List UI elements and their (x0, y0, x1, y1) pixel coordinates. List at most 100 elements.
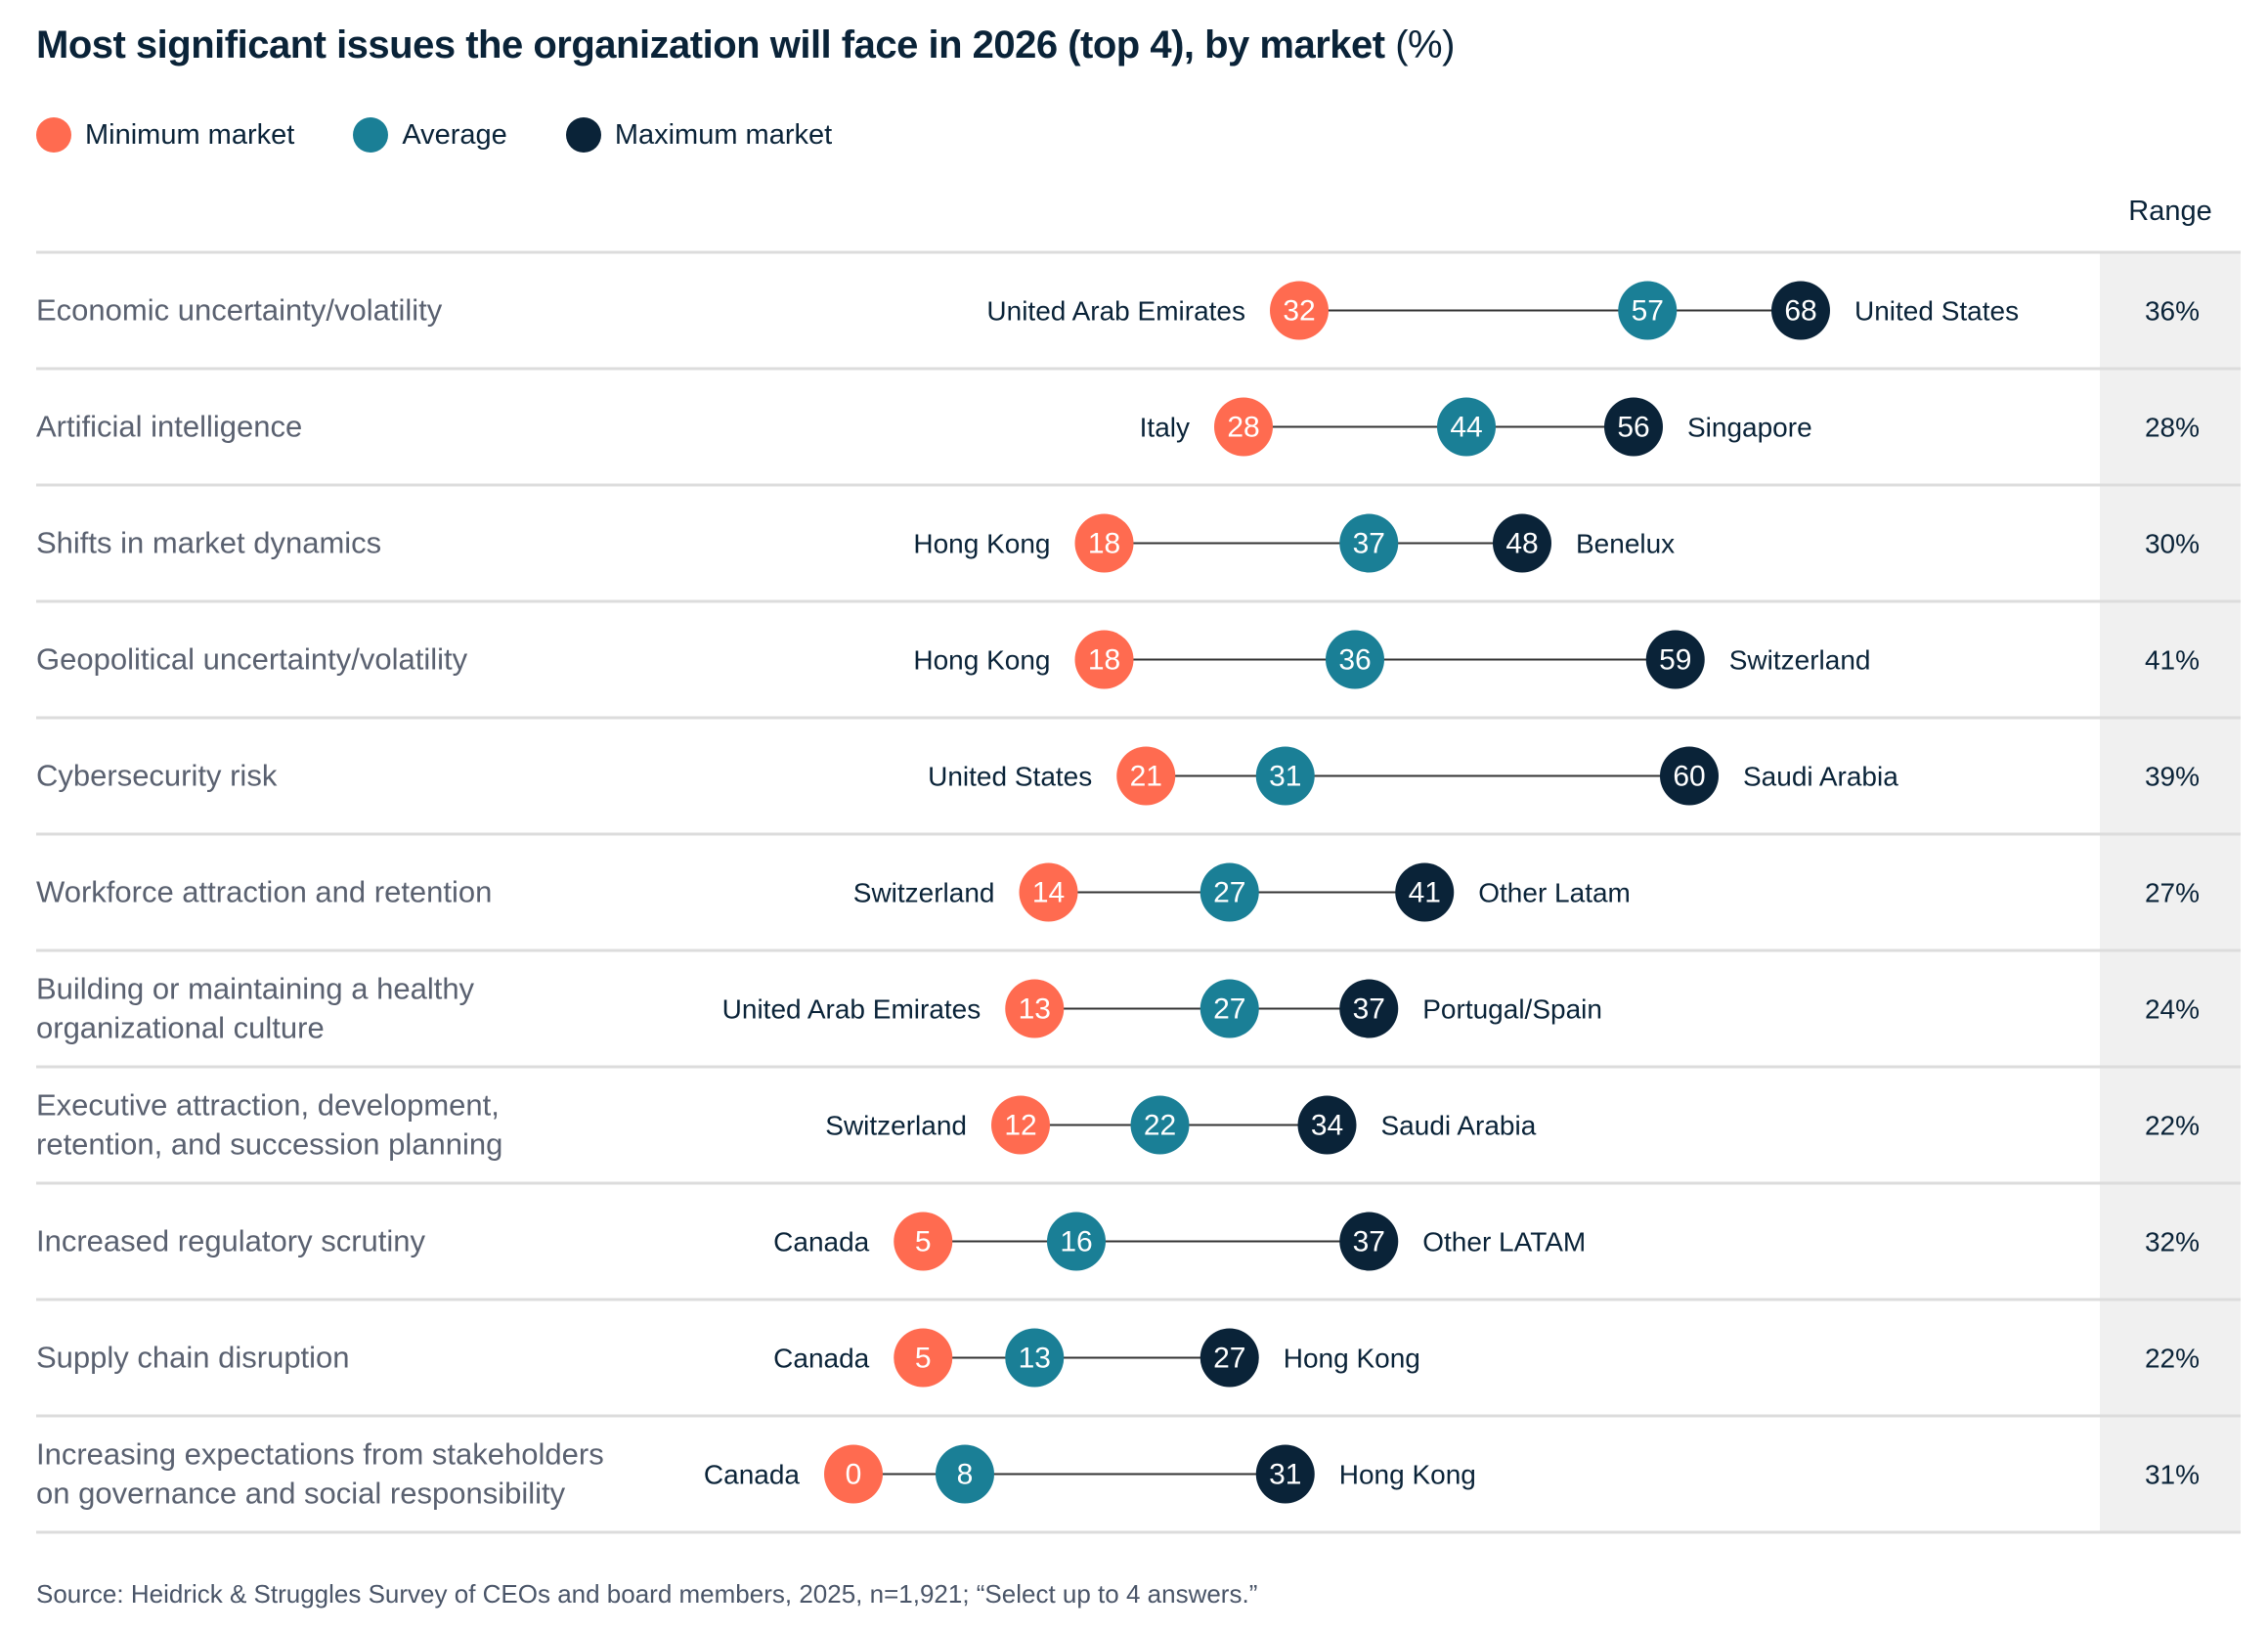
average-dot-label: 36 (1338, 644, 1371, 677)
legend-label: Minimum market (85, 118, 295, 151)
min-market-label: Canada (704, 1460, 801, 1490)
min-market-label: Canada (773, 1344, 870, 1374)
min-dot (1019, 862, 1078, 922)
range-value: 27% (2145, 878, 2200, 908)
max-market-label: Other Latam (1478, 878, 1631, 908)
issue-label: organizational culture (36, 1011, 325, 1045)
average-dot-label: 16 (1060, 1226, 1092, 1258)
min-dot-label: 13 (1019, 993, 1051, 1026)
max-dot-label: 56 (1617, 412, 1649, 444)
range-value: 31% (2145, 1460, 2200, 1490)
range-value: 22% (2145, 1111, 2200, 1141)
average-dot-label: 27 (1213, 993, 1245, 1026)
max-dot (1339, 979, 1399, 1038)
max-market-label: Hong Kong (1339, 1460, 1476, 1490)
max-dot-label: 27 (1213, 1343, 1245, 1375)
min-dot-label: 5 (915, 1226, 932, 1258)
chart-title: Most significant issues the organization… (36, 23, 1455, 67)
average-dot-label: 22 (1144, 1110, 1176, 1142)
source-note: Source: Heidrick & Struggles Survey of C… (36, 1579, 1258, 1609)
max-market-label: Switzerland (1729, 645, 1871, 676)
min-market-label: Canada (773, 1227, 870, 1257)
average-dot (1199, 862, 1259, 922)
min-dot-label: 0 (846, 1459, 862, 1491)
range-column-background (2100, 252, 2241, 1532)
max-market-label: Benelux (1576, 529, 1675, 559)
average-dot-label: 31 (1269, 761, 1301, 793)
legend-dot-icon (353, 117, 389, 153)
min-market-label: Italy (1140, 413, 1190, 443)
max-dot (1339, 1212, 1399, 1271)
min-dot-label: 21 (1130, 761, 1162, 793)
issue-label: retention, and succession planning (36, 1127, 502, 1162)
min-dot-label: 5 (915, 1343, 932, 1375)
min-market-label: Hong Kong (913, 645, 1050, 676)
max-dot (1255, 1444, 1315, 1504)
min-dot (1074, 630, 1134, 689)
min-market-label: United States (928, 762, 1092, 792)
average-dot (1326, 630, 1384, 689)
max-dot (1297, 1095, 1357, 1155)
average-dot-label: 37 (1353, 528, 1385, 560)
min-dot (1270, 281, 1329, 340)
issue-label: on governance and social responsibility (36, 1477, 566, 1511)
min-market-label: Switzerland (825, 1111, 967, 1141)
max-dot-label: 34 (1311, 1110, 1343, 1142)
max-market-label: Saudi Arabia (1381, 1111, 1537, 1141)
max-dot (1199, 1328, 1259, 1388)
min-dot-label: 18 (1088, 644, 1120, 677)
legend-dot-icon (565, 117, 601, 153)
min-dot-label: 14 (1032, 877, 1065, 909)
title-text: Most significant issues the organization… (36, 23, 1385, 66)
max-dot-label: 59 (1659, 644, 1691, 677)
average-dot (1005, 1328, 1065, 1388)
issue-label: Cybersecurity risk (36, 759, 278, 793)
average-dot (1199, 979, 1259, 1038)
title-unit: (%) (1395, 23, 1455, 66)
max-dot-label: 37 (1353, 993, 1385, 1026)
min-dot (991, 1095, 1050, 1155)
max-dot (1771, 281, 1830, 340)
average-dot-label: 27 (1213, 877, 1245, 909)
issue-label: Increased regulatory scrutiny (36, 1224, 426, 1258)
max-dot-label: 48 (1505, 528, 1538, 560)
max-dot-label: 60 (1673, 761, 1705, 793)
range-value: 39% (2145, 762, 2200, 792)
issue-label: Geopolitical uncertainty/volatility (36, 642, 468, 677)
range-value: 24% (2145, 994, 2200, 1025)
legend: Minimum market Average Maximum market (36, 117, 832, 153)
min-market-label: Switzerland (853, 878, 995, 908)
min-dot-label: 32 (1283, 295, 1315, 328)
max-market-label: Saudi Arabia (1743, 762, 1898, 792)
legend-dot-icon (36, 117, 71, 153)
min-market-label: Hong Kong (913, 529, 1050, 559)
min-dot (894, 1212, 953, 1271)
min-dot (1214, 397, 1273, 457)
max-dot (1493, 513, 1551, 573)
average-dot-label: 13 (1019, 1343, 1051, 1375)
max-dot-label: 41 (1409, 877, 1441, 909)
issue-label: Economic uncertainty/volatility (36, 293, 443, 328)
min-dot-label: 18 (1088, 528, 1120, 560)
average-dot (1339, 513, 1399, 573)
average-dot (1618, 281, 1678, 340)
max-dot (1660, 746, 1719, 806)
issue-label: Executive attraction, development, (36, 1088, 500, 1123)
average-dot-label: 57 (1632, 295, 1664, 328)
average-dot-label: 8 (957, 1459, 974, 1491)
range-column-header: Range (2128, 196, 2212, 227)
legend-item-average: Average (353, 117, 507, 153)
average-dot-label: 44 (1450, 412, 1482, 444)
issue-label: Workforce attraction and retention (36, 875, 492, 909)
min-dot-label: 28 (1227, 412, 1259, 444)
max-dot-label: 37 (1353, 1226, 1385, 1258)
issue-label: Shifts in market dynamics (36, 526, 381, 560)
max-market-label: United States (1854, 296, 2019, 327)
legend-item-minimum: Minimum market (36, 117, 294, 153)
issue-label: Increasing expectations from stakeholder… (36, 1437, 604, 1472)
range-value: 28% (2145, 413, 2200, 443)
issue-label: Artificial intelligence (36, 410, 302, 444)
min-market-label: United Arab Emirates (986, 296, 1245, 327)
max-dot (1395, 862, 1455, 922)
